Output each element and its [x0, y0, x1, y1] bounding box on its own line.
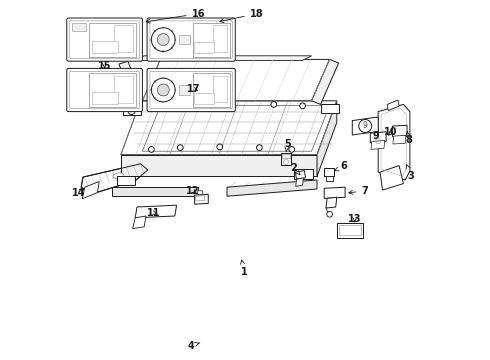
Text: 4: 4: [188, 341, 200, 351]
Polygon shape: [92, 41, 118, 53]
Polygon shape: [324, 168, 334, 176]
Polygon shape: [281, 153, 291, 165]
Polygon shape: [370, 132, 386, 143]
Text: 9: 9: [363, 122, 368, 130]
Text: 14: 14: [72, 188, 85, 198]
Circle shape: [271, 102, 277, 107]
Text: 10: 10: [385, 127, 398, 138]
Polygon shape: [194, 93, 214, 104]
Text: 2: 2: [290, 163, 300, 175]
Polygon shape: [114, 76, 132, 103]
Polygon shape: [227, 180, 317, 196]
Circle shape: [151, 78, 175, 102]
Circle shape: [157, 84, 169, 96]
Polygon shape: [121, 155, 317, 176]
Polygon shape: [213, 26, 227, 52]
Polygon shape: [82, 181, 99, 199]
FancyBboxPatch shape: [67, 18, 143, 61]
Polygon shape: [194, 42, 214, 54]
FancyBboxPatch shape: [67, 68, 143, 112]
Polygon shape: [352, 117, 378, 135]
Text: 7: 7: [349, 186, 368, 196]
Text: 16: 16: [146, 9, 205, 23]
Polygon shape: [202, 23, 226, 42]
Polygon shape: [320, 104, 339, 113]
Polygon shape: [295, 171, 305, 179]
Polygon shape: [324, 187, 345, 198]
Text: 11: 11: [147, 208, 160, 218]
Polygon shape: [193, 23, 230, 57]
Polygon shape: [197, 191, 203, 194]
Text: 6: 6: [335, 161, 347, 171]
Polygon shape: [72, 23, 86, 31]
Polygon shape: [112, 187, 198, 196]
Text: 13: 13: [348, 214, 362, 224]
Polygon shape: [326, 197, 337, 208]
Polygon shape: [135, 56, 312, 60]
Polygon shape: [317, 101, 337, 176]
Polygon shape: [195, 194, 208, 204]
Polygon shape: [90, 73, 136, 107]
Polygon shape: [114, 26, 132, 53]
Polygon shape: [92, 92, 118, 104]
FancyBboxPatch shape: [147, 68, 235, 112]
Polygon shape: [121, 101, 337, 155]
Circle shape: [289, 147, 294, 152]
Polygon shape: [380, 166, 403, 190]
FancyBboxPatch shape: [147, 18, 235, 61]
Text: 18: 18: [220, 9, 263, 23]
Circle shape: [228, 101, 233, 107]
Polygon shape: [312, 59, 339, 104]
Polygon shape: [119, 61, 143, 104]
Text: 12: 12: [186, 186, 199, 196]
Circle shape: [151, 28, 175, 51]
Polygon shape: [135, 205, 176, 218]
Circle shape: [300, 103, 305, 109]
Polygon shape: [122, 106, 141, 115]
Polygon shape: [117, 176, 135, 185]
Text: 3: 3: [406, 165, 414, 181]
Circle shape: [148, 147, 154, 152]
Ellipse shape: [113, 173, 123, 179]
Text: 17: 17: [187, 84, 200, 94]
Polygon shape: [143, 59, 330, 101]
Polygon shape: [337, 223, 363, 238]
Text: 8: 8: [405, 132, 412, 145]
Polygon shape: [371, 140, 385, 149]
Polygon shape: [90, 23, 136, 57]
Circle shape: [148, 103, 154, 109]
Polygon shape: [179, 35, 190, 44]
Circle shape: [217, 144, 222, 150]
Circle shape: [185, 102, 190, 107]
Text: 5: 5: [284, 139, 291, 152]
Polygon shape: [213, 76, 227, 102]
Polygon shape: [193, 73, 230, 107]
Circle shape: [257, 145, 262, 150]
Polygon shape: [179, 85, 190, 95]
Circle shape: [359, 120, 372, 132]
Polygon shape: [296, 178, 303, 186]
Circle shape: [177, 145, 183, 150]
Polygon shape: [294, 169, 314, 179]
Polygon shape: [133, 216, 146, 229]
Circle shape: [128, 107, 135, 114]
Text: 1: 1: [241, 260, 247, 277]
Polygon shape: [393, 135, 406, 144]
Polygon shape: [81, 164, 148, 194]
Polygon shape: [282, 154, 290, 158]
Polygon shape: [326, 176, 333, 181]
Circle shape: [157, 34, 169, 46]
Text: 9: 9: [372, 131, 379, 141]
Polygon shape: [392, 125, 407, 137]
Polygon shape: [387, 100, 399, 111]
Text: 15: 15: [98, 60, 111, 71]
Polygon shape: [378, 104, 410, 180]
